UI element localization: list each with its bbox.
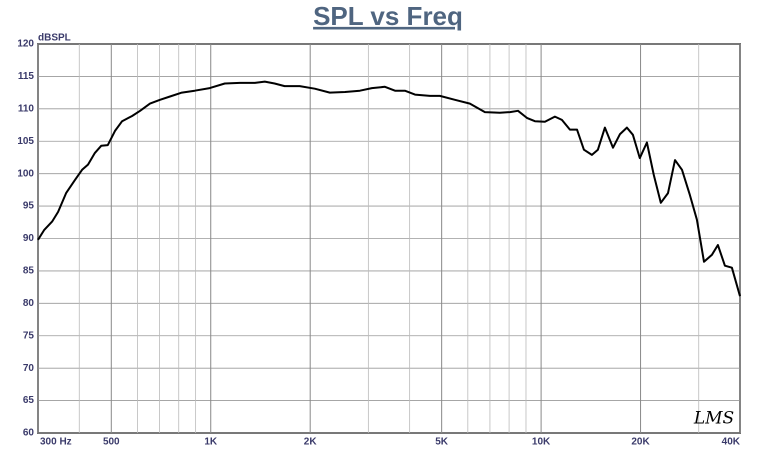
x-tick-label: 2K [304,437,318,448]
y-tick-label: 85 [23,266,35,277]
y-tick-label: 100 [17,168,34,179]
x-tick-label: 5K [435,437,449,448]
chart-title: SPL vs Freq [313,1,463,31]
y-tick-label: 90 [23,233,35,244]
x-tick-label: 20K [631,437,650,448]
y-tick-label: 65 [23,395,35,406]
y-tick-label: 60 [23,428,35,439]
x-tick-label: 300 Hz [40,437,72,448]
y-tick-label: 105 [17,136,34,147]
x-tick-label: 1K [204,437,218,448]
y-tick-label: 110 [18,103,35,114]
y-tick-label: 80 [23,298,35,309]
data-line [37,80,741,297]
y-tick-label: 120 [17,39,34,50]
y-axis-label: dBSPL [38,33,71,44]
y-tick-label: 70 [23,363,35,374]
x-tick-label: 10K [532,437,551,448]
watermark: LMS [693,409,734,429]
y-tick-label: 95 [23,201,35,212]
x-tick-label: 40K [722,437,741,448]
y-tick-label: 75 [23,330,35,341]
x-tick-label: 500 [103,437,120,448]
y-tick-label: 115 [18,71,35,82]
